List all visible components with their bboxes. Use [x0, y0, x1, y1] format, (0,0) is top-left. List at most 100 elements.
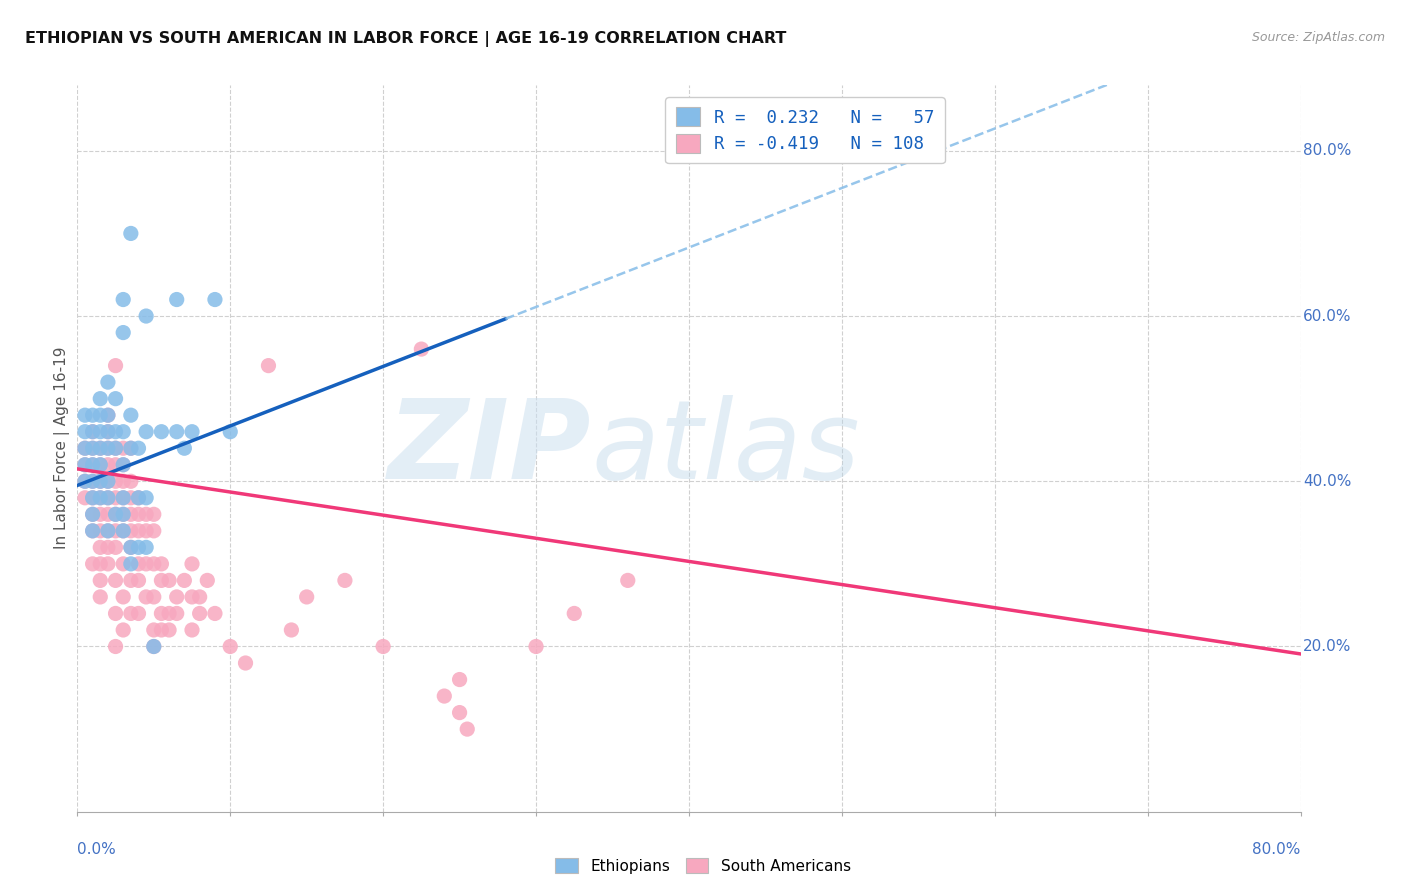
Point: [97, 425, 120, 439]
Point: [562, 607, 585, 621]
Point: [89, 574, 111, 588]
Point: [104, 458, 127, 472]
Point: [89, 475, 111, 489]
Point: [135, 524, 157, 538]
Point: [235, 656, 257, 670]
Point: [112, 491, 135, 505]
Point: [82, 524, 104, 538]
Point: [173, 574, 195, 588]
Point: [135, 491, 157, 505]
Point: [97, 442, 120, 455]
Point: [142, 640, 165, 654]
Point: [150, 607, 173, 621]
Point: [73, 442, 96, 455]
Point: [89, 442, 111, 455]
Point: [104, 607, 127, 621]
Point: [73, 475, 96, 489]
Text: Source: ZipAtlas.com: Source: ZipAtlas.com: [1251, 31, 1385, 45]
Point: [104, 541, 127, 555]
Point: [82, 442, 104, 455]
Text: atlas: atlas: [591, 395, 859, 501]
Point: [120, 442, 142, 455]
Point: [181, 557, 204, 571]
Point: [82, 458, 104, 472]
Point: [112, 508, 135, 522]
Point: [120, 607, 142, 621]
Point: [97, 375, 120, 389]
Point: [173, 442, 195, 455]
Point: [97, 524, 120, 538]
Point: [120, 508, 142, 522]
Point: [104, 442, 127, 455]
Point: [371, 640, 394, 654]
Point: [112, 458, 135, 472]
Point: [204, 293, 226, 307]
Point: [82, 408, 104, 422]
Point: [181, 623, 204, 637]
Point: [97, 491, 120, 505]
Point: [97, 491, 120, 505]
Text: 20.0%: 20.0%: [1303, 639, 1351, 654]
Point: [89, 392, 111, 406]
Point: [257, 359, 280, 373]
Point: [89, 491, 111, 505]
Point: [135, 508, 157, 522]
Point: [181, 425, 204, 439]
Point: [104, 491, 127, 505]
Point: [280, 623, 302, 637]
Point: [127, 607, 149, 621]
Text: 0.0%: 0.0%: [77, 842, 117, 856]
Point: [166, 590, 188, 604]
Legend: Ethiopians, South Americans: Ethiopians, South Americans: [550, 852, 856, 880]
Text: 80.0%: 80.0%: [1303, 144, 1351, 158]
Point: [73, 458, 96, 472]
Point: [97, 557, 120, 571]
Point: [112, 458, 135, 472]
Text: 80.0%: 80.0%: [1253, 842, 1301, 856]
Text: 60.0%: 60.0%: [1303, 309, 1351, 324]
Point: [127, 574, 149, 588]
Point: [104, 574, 127, 588]
Point: [142, 623, 165, 637]
Point: [142, 524, 165, 538]
Point: [89, 458, 111, 472]
Point: [97, 425, 120, 439]
Point: [127, 491, 149, 505]
Point: [127, 524, 149, 538]
Point: [82, 475, 104, 489]
Point: [73, 425, 96, 439]
Point: [104, 640, 127, 654]
Point: [73, 408, 96, 422]
Point: [73, 491, 96, 505]
Point: [157, 574, 180, 588]
Point: [73, 475, 96, 489]
Point: [120, 574, 142, 588]
Point: [89, 408, 111, 422]
Point: [135, 425, 157, 439]
Point: [219, 425, 242, 439]
Point: [89, 491, 111, 505]
Point: [89, 425, 111, 439]
Point: [411, 342, 433, 356]
Point: [97, 408, 120, 422]
Point: [89, 508, 111, 522]
Point: [89, 557, 111, 571]
Point: [82, 425, 104, 439]
Point: [181, 590, 204, 604]
Point: [135, 309, 157, 323]
Point: [120, 541, 142, 555]
Point: [127, 508, 149, 522]
Point: [433, 689, 456, 703]
Point: [82, 458, 104, 472]
Point: [120, 442, 142, 455]
Point: [120, 475, 142, 489]
Point: [166, 293, 188, 307]
Point: [142, 590, 165, 604]
Point: [120, 408, 142, 422]
Point: [219, 640, 242, 654]
Point: [112, 508, 135, 522]
Point: [89, 524, 111, 538]
Point: [150, 574, 173, 588]
Point: [89, 458, 111, 472]
Point: [120, 491, 142, 505]
